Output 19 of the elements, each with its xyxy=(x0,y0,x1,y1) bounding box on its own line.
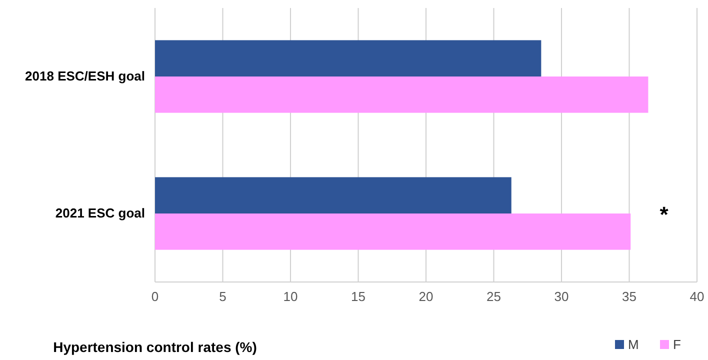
annotation: * xyxy=(660,202,669,227)
bar xyxy=(155,40,542,76)
x-tick-label: 0 xyxy=(151,289,159,304)
legend-label: M xyxy=(628,337,639,352)
y-tick-label: 2021 ESC goal xyxy=(55,206,145,221)
x-tick-label: 10 xyxy=(283,289,298,304)
x-tick-label: 5 xyxy=(219,289,226,304)
x-tick-label: 25 xyxy=(486,289,501,304)
x-tick-label: 20 xyxy=(418,289,434,304)
x-axis-title: Hypertension control rates (%) xyxy=(53,339,257,355)
y-tick-label: 2018 ESC/ESH goal xyxy=(25,68,145,84)
legend-label: F xyxy=(673,337,681,352)
bar xyxy=(155,214,631,250)
x-tick-label: 35 xyxy=(622,289,636,304)
x-tick-label: 30 xyxy=(554,289,569,304)
bar xyxy=(155,76,648,113)
x-tick-label: 15 xyxy=(351,289,366,304)
bar xyxy=(155,177,512,214)
x-tick-label: 40 xyxy=(690,289,704,304)
